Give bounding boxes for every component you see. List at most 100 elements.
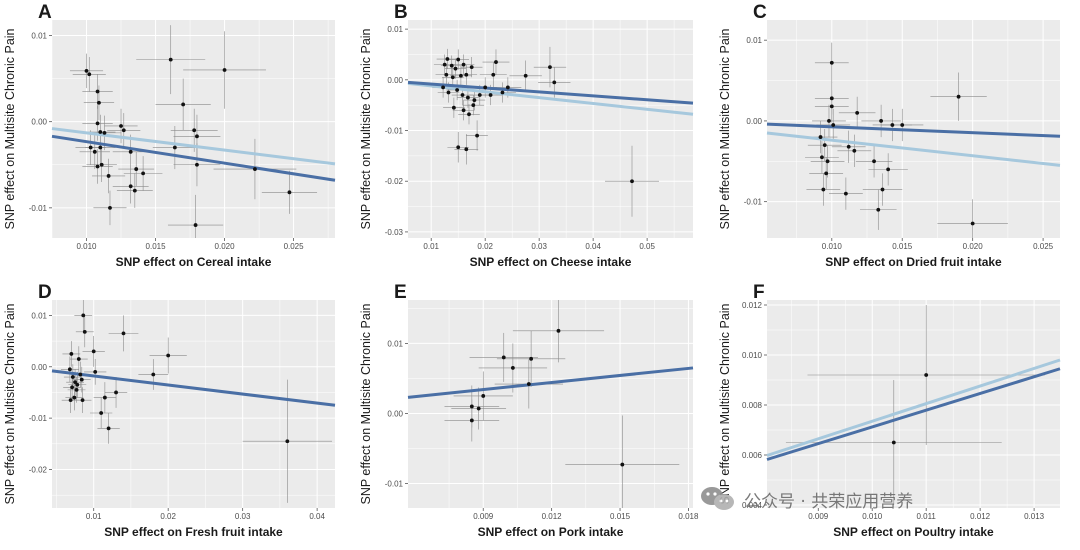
- chart-b-data-point: [442, 62, 447, 67]
- chart-f-x-tick-label: 0.010: [862, 512, 883, 521]
- chart-e-data-point: [526, 382, 531, 386]
- chart-f-regression-line-light: [766, 358, 1061, 457]
- chart-c-x-axis-title: SNP effect on Dried fruit intake: [825, 255, 1002, 269]
- chart-c-data-point: [900, 123, 905, 127]
- chart-f-y-tick-label: 0.012: [742, 301, 763, 310]
- chart-e-x-axis-title: SNP effect on Pork intake: [478, 525, 624, 539]
- chart-a-data-point: [102, 130, 107, 135]
- chart-e-x-tick-label: 0.018: [678, 512, 699, 521]
- chart-e-y-axis-title: SNP effect on Multisite Chronic Pain: [359, 303, 373, 504]
- chart-d-y-tick-label: 0.01: [31, 311, 47, 320]
- chart-b-data-point: [444, 72, 449, 77]
- chart-c-y-axis-title: SNP effect on Multisite Chronic Pain: [718, 28, 732, 229]
- chart-f-y-tick-label: 0.006: [742, 451, 763, 460]
- chart-b-data-point: [630, 179, 634, 184]
- chart-d-data-point: [82, 329, 87, 334]
- chart-c-regression-line-dark: [766, 122, 1061, 138]
- chart-a-data-point: [88, 145, 93, 150]
- chart-b-data-point: [548, 65, 552, 70]
- chart-f-y-axis-title: SNP effect on Multisite Chronic Pain: [718, 303, 732, 504]
- chart-c-data-point: [820, 155, 824, 160]
- chart-d-data-point: [91, 349, 96, 354]
- chart-panel-d: 0.01 0.02 0.03 0.04 -0.02 -0.01 0.00 0.01 D SNP e…: [3, 282, 336, 539]
- chart-a-y-tick-label: -0.01: [29, 204, 48, 213]
- chart-e-x-tick-label: 0.009: [473, 512, 494, 521]
- chart-f-x-tick-label: 0.011: [916, 512, 936, 521]
- watermark: 公众号 · 共荣应用营养: [698, 484, 913, 514]
- chart-d-y-tick-label: 0.00: [31, 363, 47, 372]
- chart-a-x-axis-title: SNP effect on Cereal intake: [116, 255, 272, 269]
- chart-e-regression-line-dark: [407, 366, 694, 399]
- chart-d-data-point: [78, 372, 83, 377]
- chart-f-plot-area: [767, 300, 1060, 508]
- chart-a-data-point: [95, 121, 100, 126]
- chart-c-data-point: [818, 135, 823, 139]
- chart-b-data-point: [446, 90, 451, 95]
- chart-d-data-point: [285, 439, 290, 444]
- chart-f-x-tick-label: 0.009: [808, 512, 829, 521]
- chart-b-data-point: [475, 133, 479, 138]
- chart-b-data-point: [461, 62, 466, 67]
- chart-a-y-tick-label: 0.01: [31, 32, 47, 41]
- chart-a-data-point: [98, 145, 103, 150]
- chart-b-y-tick-label: 0.00: [387, 76, 403, 85]
- chart-b-data-point: [467, 112, 471, 117]
- chart-e-data-point: [556, 328, 561, 333]
- chart-b-data-point: [500, 90, 505, 95]
- chart-c-data-point: [843, 191, 848, 196]
- chart-b-x-axis-title: SNP effect on Cheese intake: [470, 255, 632, 269]
- chart-a-data-point: [253, 167, 257, 171]
- chart-a-data-point: [128, 149, 133, 154]
- chart-c-data-point: [970, 221, 975, 226]
- chart-a-data-point: [168, 57, 173, 62]
- chart-d-data-point: [75, 382, 80, 387]
- chart-c-data-point: [824, 171, 829, 176]
- chart-a-data-point: [84, 68, 89, 73]
- chart-a-x-tick-label: 0.010: [76, 242, 97, 251]
- chart-d-x-tick-label: 0.02: [160, 512, 176, 521]
- chart-b-data-point: [458, 73, 463, 78]
- chart-b-x-tick-label: 0.01: [423, 242, 439, 251]
- chart-e-x-tick-label: 0.012: [542, 512, 563, 521]
- chart-a-data-point: [121, 128, 126, 133]
- chart-b-data-point: [471, 103, 476, 108]
- chart-panel-e: 0.009 0.012 0.015 0.018 -0.01 0.00 0.01 E SNP ef…: [359, 282, 699, 539]
- chart-e-data-point: [476, 406, 481, 411]
- chart-c-data-point: [890, 123, 895, 127]
- chart-panel-f: 0.009 0.010 0.011 0.012 0.013 0.004 0.006 0.008…: [718, 282, 1061, 539]
- chart-a-data-point: [193, 223, 198, 227]
- chart-f-data-point: [924, 373, 929, 377]
- chart-a-data-point: [92, 149, 97, 154]
- chart-d-x-tick-label: 0.04: [309, 512, 325, 521]
- chart-c-x-tick-label: 0.010: [822, 242, 843, 251]
- chart-d-x-axis-title: SNP effect on Fresh fruit intake: [104, 525, 283, 539]
- chart-b-data-point: [464, 72, 469, 77]
- chart-b-data-point: [505, 85, 510, 90]
- chart-e-y-tick-label: -0.01: [385, 479, 404, 488]
- chart-a-data-point: [99, 162, 104, 167]
- chart-c-y-tick-label: 0.01: [746, 36, 762, 45]
- chart-e-plot-area: [408, 300, 693, 508]
- chart-d-data-point: [166, 353, 171, 358]
- chart-a-data-point: [106, 174, 111, 178]
- chart-a-x-tick-label: 0.015: [146, 242, 167, 251]
- chart-c-y-tick-label: 0.00: [746, 117, 762, 126]
- chart-f-panel-letter: F: [753, 282, 765, 303]
- chart-b-data-point: [460, 93, 465, 97]
- chart-a-y-axis-title: SNP effect on Multisite Chronic Pain: [3, 28, 17, 229]
- chart-c-data-point: [829, 60, 834, 65]
- chart-b-data-point: [455, 88, 460, 92]
- chart-d-data-point: [70, 385, 75, 390]
- chart-a-data-point: [87, 72, 92, 77]
- chart-b-x-tick-label: 0.05: [639, 242, 655, 251]
- chart-b-data-point: [552, 80, 557, 85]
- chart-c-panel-letter: C: [753, 2, 767, 23]
- chart-b-data-point: [453, 66, 458, 71]
- chart-a-data-point: [192, 128, 197, 133]
- chart-a-y-tick-label: 0.00: [31, 118, 47, 127]
- chart-a-data-point: [95, 89, 100, 94]
- chart-d-x-tick-label: 0.01: [86, 512, 102, 521]
- chart-e-y-tick-label: 0.01: [387, 339, 403, 348]
- chart-a-data-point: [95, 164, 100, 169]
- chart-e-y-tick-label: 0.00: [387, 409, 403, 418]
